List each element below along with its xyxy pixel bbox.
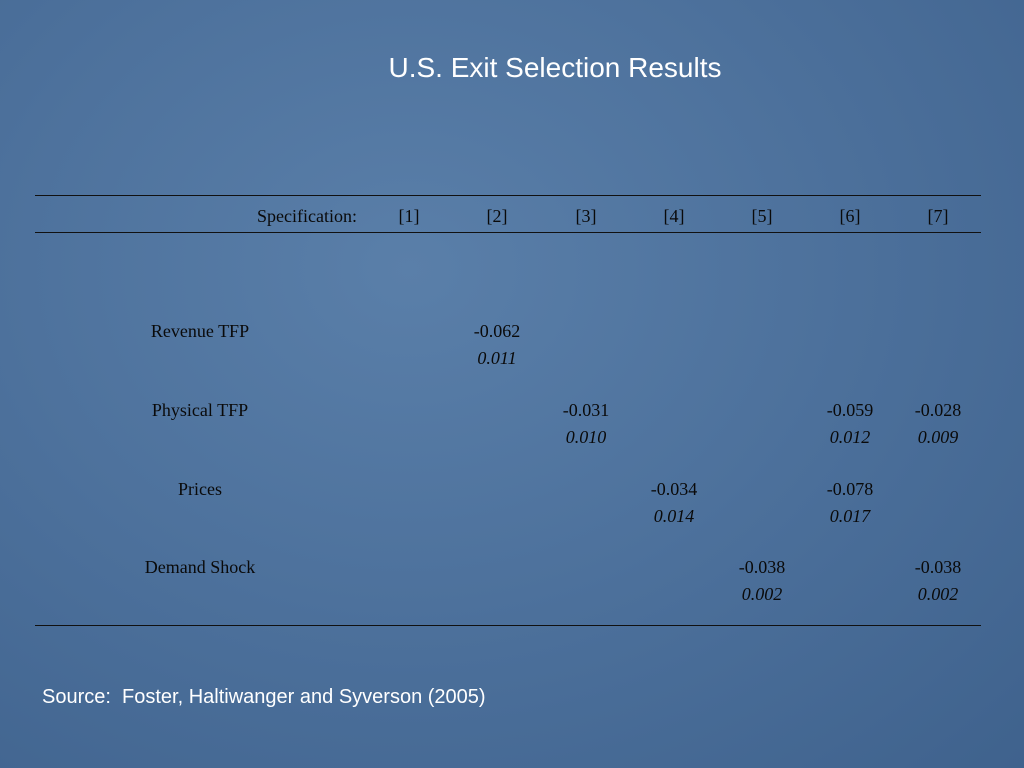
standard-error: 0.009 xyxy=(917,427,959,447)
source-note: Source: Foster, Haltiwanger and Syverson… xyxy=(42,686,486,708)
row-label: Revenue TFP xyxy=(150,321,250,341)
standard-error: 0.010 xyxy=(565,427,607,447)
column-header: [2] xyxy=(486,206,508,226)
slide-title: U.S. Exit Selection Results xyxy=(388,52,722,83)
standard-error: 0.012 xyxy=(829,427,871,447)
table-rule xyxy=(35,232,981,233)
coefficient: -0.078 xyxy=(826,479,874,499)
standard-error: 0.011 xyxy=(477,348,517,368)
coefficient: -0.038 xyxy=(914,557,962,577)
column-header: [7] xyxy=(927,206,949,226)
column-header: [5] xyxy=(751,206,773,226)
column-header: [4] xyxy=(663,206,685,226)
standard-error: 0.017 xyxy=(829,506,871,526)
coefficient: -0.034 xyxy=(650,479,698,499)
coefficient: -0.038 xyxy=(738,557,786,577)
column-header: [3] xyxy=(575,206,597,226)
table-rule xyxy=(35,625,981,626)
standard-error: 0.002 xyxy=(741,584,783,604)
coefficient: -0.062 xyxy=(473,321,521,341)
column-header: [1] xyxy=(398,206,420,226)
coefficient: -0.031 xyxy=(562,400,610,420)
column-header: [6] xyxy=(839,206,861,226)
standard-error: 0.014 xyxy=(653,506,695,526)
header-label: Specification: xyxy=(257,206,357,226)
coefficient: -0.059 xyxy=(826,400,874,420)
standard-error: 0.002 xyxy=(917,584,959,604)
row-label: Demand Shock xyxy=(144,557,256,577)
row-label: Prices xyxy=(178,479,222,499)
table-rule xyxy=(35,195,981,196)
coefficient: -0.028 xyxy=(914,400,962,420)
row-label: Physical TFP xyxy=(151,400,249,420)
